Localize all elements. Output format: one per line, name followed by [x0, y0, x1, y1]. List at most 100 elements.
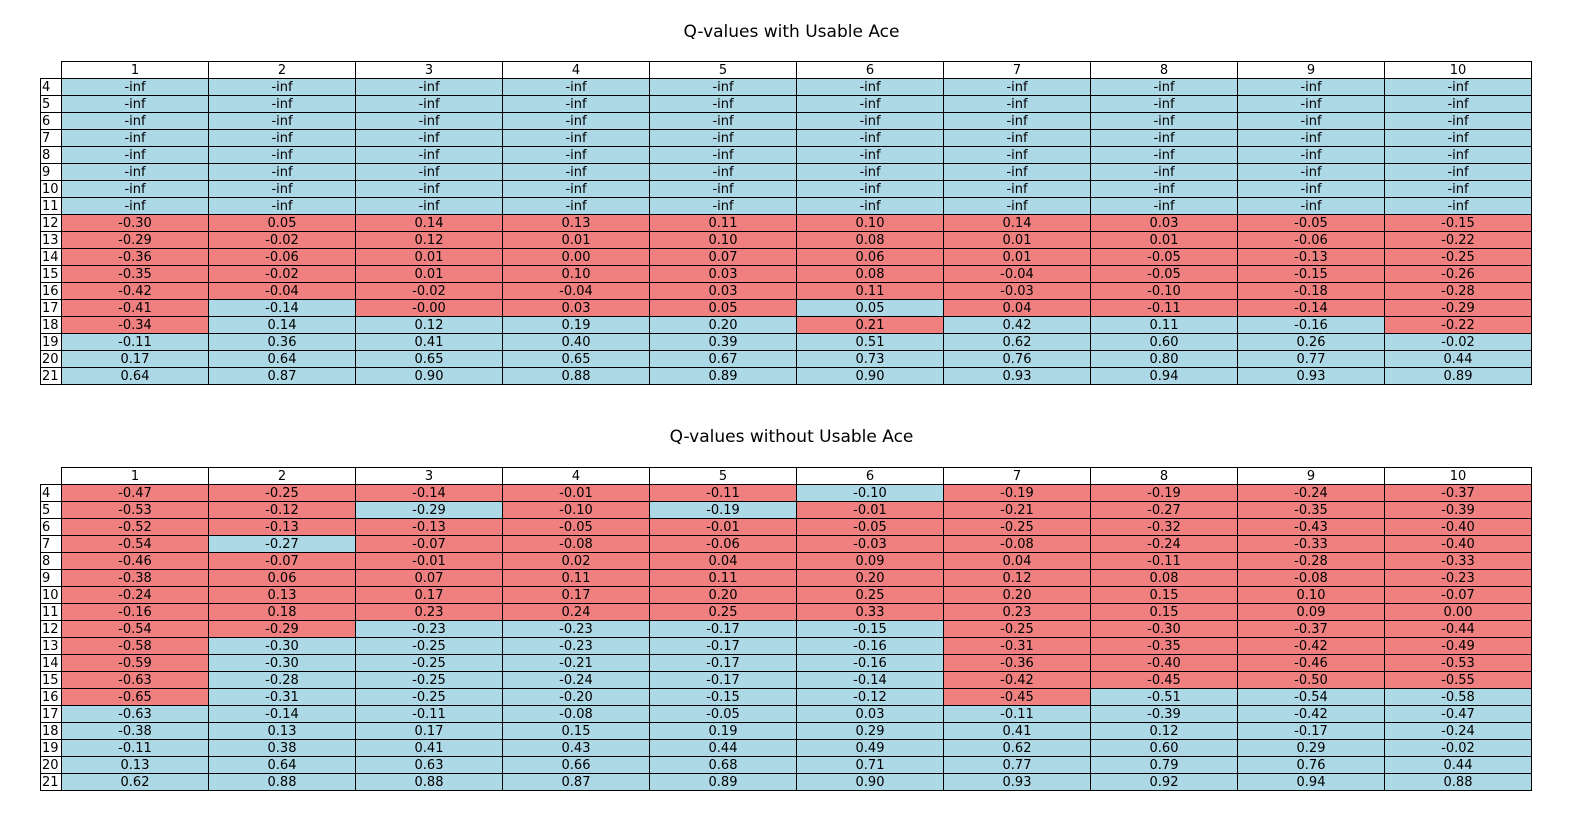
- table-row: 12 -0.30 0.05 0.14 0.13 0.11 0.10 0.14 0.03 -0.05…: [40, 214, 1532, 232]
- q-value-cell: -0.39: [1384, 501, 1532, 519]
- q-value-cell: 0.25: [796, 586, 944, 604]
- q-value-cell: -0.34: [61, 316, 209, 334]
- q-value-cell: -0.02: [208, 265, 356, 283]
- q-value-cell: 0.64: [208, 350, 356, 368]
- column-label: 10: [1384, 61, 1532, 79]
- q-value-cell: 0.62: [943, 333, 1091, 351]
- q-value-cell: 0.89: [649, 773, 797, 791]
- q-value-cell: 0.64: [61, 367, 209, 385]
- q-value-cell: 0.41: [943, 722, 1091, 740]
- q-value-cell: -inf: [355, 95, 503, 113]
- q-value-cell: -0.45: [943, 688, 1091, 706]
- q-value-cell: -0.24: [1237, 484, 1385, 502]
- q-value-cell: -inf: [502, 197, 650, 215]
- q-value-cell: -0.53: [61, 501, 209, 519]
- q-value-cell: -0.27: [1090, 501, 1238, 519]
- q-value-cell: -0.00: [355, 299, 503, 317]
- column-label: 2: [208, 467, 356, 485]
- q-value-cell: -inf: [649, 163, 797, 181]
- q-value-cell: -0.25: [355, 654, 503, 672]
- column-label: 5: [649, 61, 797, 79]
- row-label: 13: [40, 637, 62, 655]
- q-value-cell: 0.76: [943, 350, 1091, 368]
- q-value-cell: -0.65: [61, 688, 209, 706]
- q-value-cell: -0.17: [649, 620, 797, 638]
- q-value-cell: -inf: [649, 197, 797, 215]
- q-value-cell: -inf: [502, 129, 650, 147]
- q-value-cell: -0.28: [1384, 282, 1532, 300]
- column-label: 1: [61, 467, 209, 485]
- column-label: 8: [1090, 61, 1238, 79]
- q-value-cell: 0.41: [355, 333, 503, 351]
- q-value-cell: 0.20: [796, 569, 944, 587]
- q-value-cell: -0.24: [1090, 535, 1238, 553]
- q-value-cell: 0.11: [649, 214, 797, 232]
- row-label: 4: [40, 484, 62, 502]
- q-value-cell: -inf: [796, 146, 944, 164]
- q-value-cell: -0.42: [1237, 705, 1385, 723]
- q-value-cell: 0.17: [61, 350, 209, 368]
- q-value-cell: -0.08: [502, 535, 650, 553]
- q-value-cell: -0.13: [355, 518, 503, 536]
- q-value-cell: -0.06: [649, 535, 797, 553]
- q-value-cell: 0.19: [649, 722, 797, 740]
- q-value-cell: -inf: [502, 78, 650, 96]
- q-value-cell: -inf: [1384, 112, 1532, 130]
- q-value-cell: -0.25: [1384, 248, 1532, 266]
- q-value-cell: -inf: [502, 180, 650, 198]
- q-value-cell: -0.40: [1384, 535, 1532, 553]
- q-value-cell: -inf: [1384, 95, 1532, 113]
- row-label: 7: [40, 129, 62, 147]
- q-value-cell: -inf: [1384, 163, 1532, 181]
- column-label: 10: [1384, 467, 1532, 485]
- q-value-cell: -0.08: [1237, 569, 1385, 587]
- q-value-cell: -inf: [355, 112, 503, 130]
- q-value-cell: -0.17: [649, 637, 797, 655]
- table-row: 10 -inf -inf -inf -inf -inf -inf -inf -inf -inf -i…: [40, 180, 1532, 198]
- table-row: 21 0.64 0.87 0.90 0.88 0.89 0.90 0.93 0.94 0.93 0.…: [40, 367, 1532, 385]
- q-value-cell: 0.87: [502, 773, 650, 791]
- column-label: 4: [502, 467, 650, 485]
- q-value-cell: -0.35: [61, 265, 209, 283]
- q-value-cell: -inf: [943, 129, 1091, 147]
- column-label: 3: [355, 467, 503, 485]
- row-label: 20: [40, 756, 62, 774]
- q-value-cell: 0.64: [208, 756, 356, 774]
- q-value-cell: -0.19: [943, 484, 1091, 502]
- table-corner: [41, 468, 62, 485]
- q-value-cell: 0.09: [796, 552, 944, 570]
- q-value-cell: -0.44: [1384, 620, 1532, 638]
- q-value-cell: 0.13: [208, 586, 356, 604]
- q-value-cell: -inf: [796, 95, 944, 113]
- q-value-cell: 0.88: [1384, 773, 1532, 791]
- q-value-cell: 0.17: [502, 586, 650, 604]
- q-value-cell: 0.40: [502, 333, 650, 351]
- row-label: 11: [40, 197, 62, 215]
- q-value-cell: 0.23: [355, 603, 503, 621]
- q-value-cell: -0.16: [796, 637, 944, 655]
- q-value-cell: -inf: [1237, 129, 1385, 147]
- table-row: 8 -0.46 -0.07 -0.01 0.02 0.04 0.09 0.04 -0.11 -0.…: [40, 552, 1532, 570]
- q-value-cell: -0.59: [61, 654, 209, 672]
- row-label: 14: [40, 654, 62, 672]
- q-value-cell: 0.20: [943, 586, 1091, 604]
- q-value-cell: 0.15: [502, 722, 650, 740]
- q-value-cell: 0.01: [355, 265, 503, 283]
- table-row: 4 -inf -inf -inf -inf -inf -inf -inf -inf -inf -in…: [40, 78, 1532, 96]
- q-value-cell: -inf: [1384, 146, 1532, 164]
- q-value-cell: -inf: [1384, 78, 1532, 96]
- table-row: 15 -0.63 -0.28 -0.25 -0.24 -0.17 -0.14 -0.42 -0.…: [40, 671, 1532, 689]
- q-value-cell: -0.08: [502, 705, 650, 723]
- q-value-cell: -0.04: [502, 282, 650, 300]
- q-value-cell: 0.65: [355, 350, 503, 368]
- q-value-cell: 0.03: [796, 705, 944, 723]
- table-row: 9 -0.38 0.06 0.07 0.11 0.11 0.20 0.12 0.08 -0.08-…: [40, 569, 1532, 587]
- q-value-cell: 0.11: [502, 569, 650, 587]
- q-value-cell: -0.12: [208, 501, 356, 519]
- q-value-cell: -0.25: [943, 620, 1091, 638]
- q-value-cell: -inf: [1237, 112, 1385, 130]
- q-value-cell: -inf: [208, 78, 356, 96]
- q-value-cell: -0.29: [61, 231, 209, 249]
- q-value-cell: -0.07: [208, 552, 356, 570]
- q-value-cell: -inf: [61, 146, 209, 164]
